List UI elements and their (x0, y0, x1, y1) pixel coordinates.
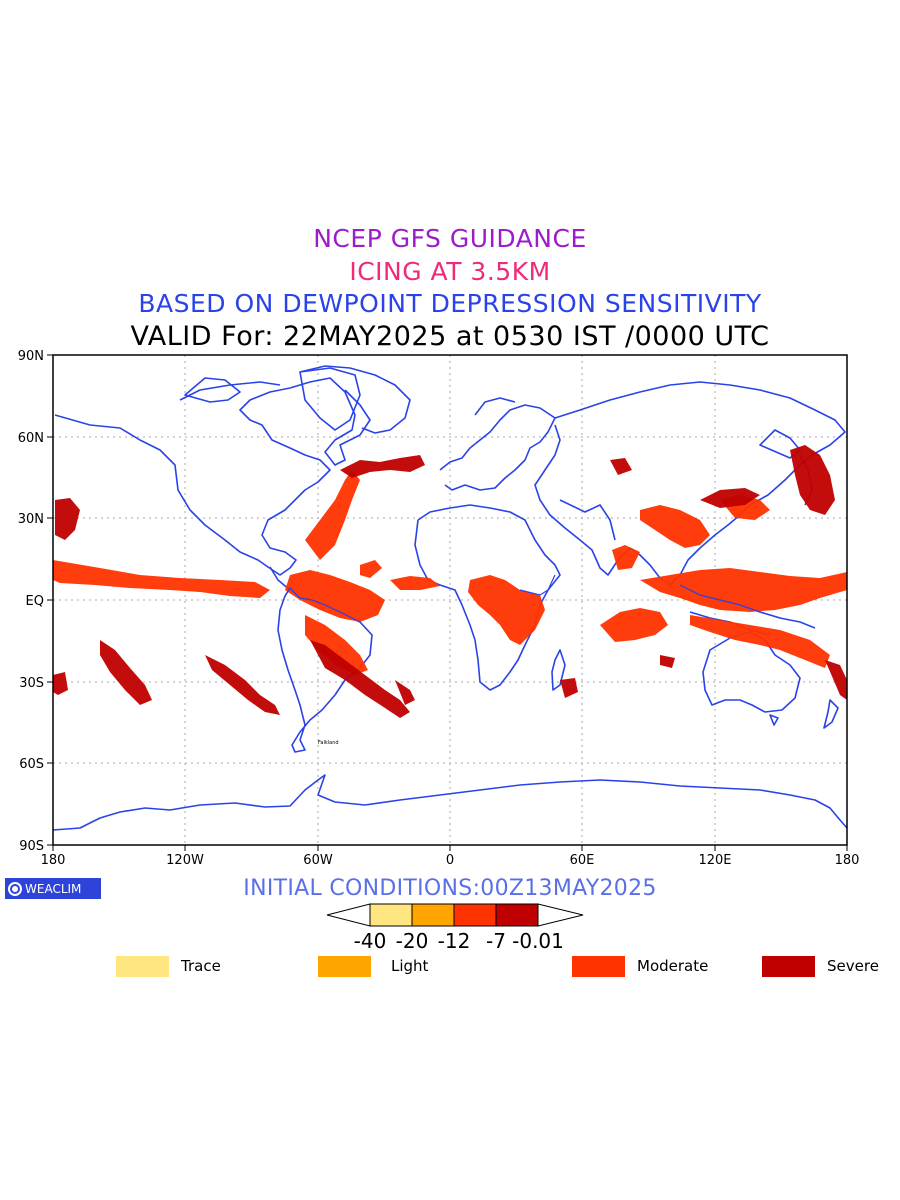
chart-subtitle-method: BASED ON DEWPOINT DEPRESSION SENSITIVITY (138, 289, 762, 318)
x-tick-label: 60W (303, 853, 333, 868)
legend-swatch-severe (762, 955, 815, 977)
x-tick-label: 0 (446, 853, 454, 868)
severe-icing-northwest-pacific (790, 445, 835, 515)
colorbar-low-arrow (326, 903, 371, 927)
colorbar-segment-light (411, 903, 455, 927)
legend-label-light: Light (391, 957, 429, 975)
y-tick-label: EQ (26, 594, 44, 609)
antarctica-coast (52, 774, 848, 831)
colorbar-segment-trace (369, 903, 413, 927)
y-tick-label: 30N (18, 512, 44, 527)
moderate-icing-indian-ocean (600, 608, 668, 642)
moderate-icing-areas (53, 470, 847, 675)
north-america-coast (54, 377, 371, 576)
colorbar-label: -20 (396, 929, 429, 952)
x-tick-label: 120W (166, 853, 204, 868)
severe-icing-areas (53, 445, 847, 718)
legend-item-moderate: Moderate (572, 955, 708, 977)
brand-name: WEACLIM (25, 881, 82, 896)
legend-label-trace: Trace (181, 957, 221, 975)
legend-label-severe: Severe (827, 957, 879, 975)
moderate-icing-maritime-continent (640, 568, 847, 612)
y-tick-label: 90N (18, 349, 44, 364)
legend-label-moderate: Moderate (637, 957, 709, 975)
grid-lines (53, 355, 847, 845)
chart-title: NCEP GFS GUIDANCE (313, 224, 587, 253)
tick-marks (47, 354, 848, 851)
y-tick-label: 60S (19, 757, 44, 772)
legend-swatch-moderate (572, 955, 625, 977)
colorbar-segment-severe (495, 903, 539, 927)
severe-icing-south-america (310, 640, 410, 718)
legend-item-trace: Trace (116, 955, 221, 977)
colorbar-segment-moderate (453, 903, 497, 927)
icing-map: 90N 60N 30N EQ 30S 60S 90S 180 120W 60W … (18, 349, 860, 868)
colorbar: -40 -20 -12 -7 -0.01 (326, 903, 584, 952)
initial-conditions: INITIAL CONDITIONS:00Z13MAY2025 (243, 876, 657, 901)
x-tick-label: 180 (835, 853, 860, 868)
moderate-icing-atlantic (305, 470, 360, 560)
severe-icing-south-pacific (100, 640, 152, 705)
moderate-icing-eastern-pacific (53, 560, 270, 598)
legend-item-light: Light (318, 955, 428, 977)
y-tick-label: 30S (19, 676, 44, 691)
colorbar-label: -40 (354, 929, 387, 952)
asia-coast (534, 381, 846, 586)
brand-logo: WEACLIM (5, 878, 101, 899)
x-tick-label: 60E (570, 853, 595, 868)
x-tick-label: 120E (698, 853, 731, 868)
moderate-icing-africa (468, 575, 545, 645)
chart-subtitle-level: ICING AT 3.5KM (349, 257, 551, 286)
place-label-falkland: Falkland (318, 740, 339, 746)
colorbar-label: -0.01 (512, 929, 564, 952)
x-tick-label: 180 (41, 853, 66, 868)
europe-coast (439, 404, 556, 491)
africa-coast (414, 504, 561, 691)
severe-icing-north-atlantic (340, 455, 425, 478)
colorbar-label: -12 (438, 929, 471, 952)
legend-item-severe: Severe (762, 955, 879, 977)
colorbar-label: -7 (486, 929, 506, 952)
colorbar-high-arrow (537, 903, 584, 927)
coastlines-overlay (284, 574, 781, 636)
y-tick-label: 60N (18, 431, 44, 446)
weaclim-logo-icon (8, 881, 22, 896)
legend-swatch-trace (116, 955, 169, 977)
y-tick-label: 90S (19, 839, 44, 854)
valid-time: VALID For: 22MAY2025 at 0530 IST /0000 U… (130, 321, 770, 352)
legend-swatch-light (318, 955, 371, 977)
